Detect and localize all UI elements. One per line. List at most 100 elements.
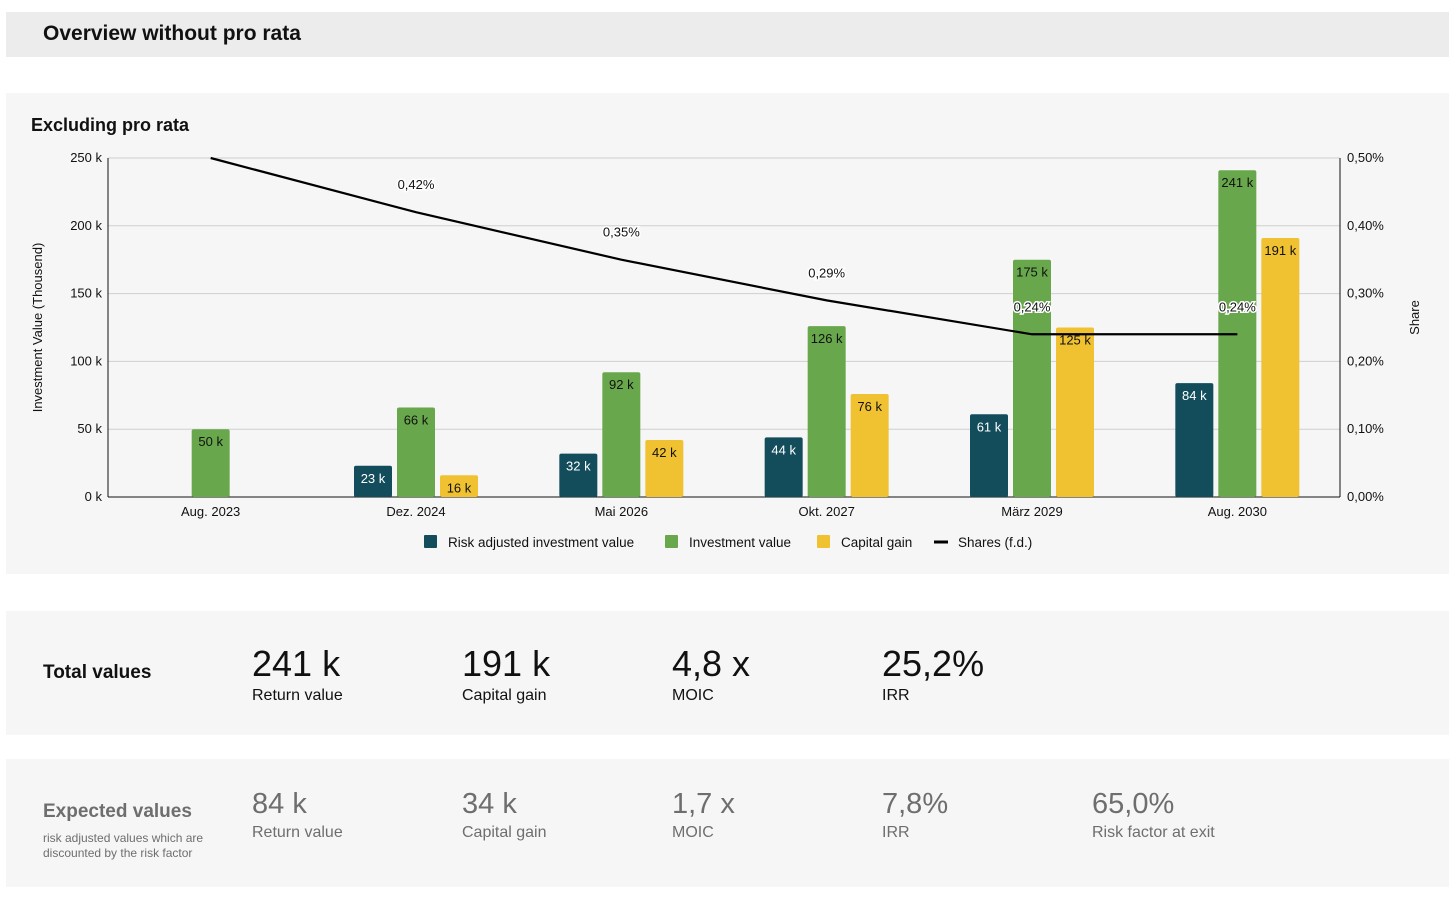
expected-values-panel: Expected values risk adjusted values whi… <box>6 759 1449 887</box>
bar-data-label: 61 k <box>977 419 1002 434</box>
bar-data-label: 23 k <box>361 471 386 486</box>
metric-label: Return value <box>252 824 343 841</box>
page-title: Overview without pro rata <box>43 22 301 45</box>
y-axis-title: Investment Value (Thousend) <box>30 243 45 413</box>
metric-value: 34 k <box>462 788 517 820</box>
bar <box>1013 259 1051 497</box>
bar-data-label: 92 k <box>609 377 634 392</box>
bar-data-label: 76 k <box>857 399 882 414</box>
bar-data-label: 44 k <box>771 442 796 457</box>
shares-line <box>210 156 1238 336</box>
expected-moic-metric: 1,7 x MOIC <box>672 787 735 843</box>
chart: 0 k 50 k 100 k 150 k 200 k 250 k 0,00% 0,10% 0,2… <box>30 150 1422 550</box>
y-axis-tick-label: 250 k <box>70 150 102 165</box>
y-axis-tick-label: 200 k <box>70 218 102 233</box>
metric-value: 241 k <box>252 643 341 684</box>
x-axis-tick-label: Dez. 2024 <box>386 504 445 519</box>
expected-risk-factor-metric: 65,0% Risk factor at exit <box>1092 787 1215 843</box>
x-axis-tick-label: Mai 2026 <box>595 504 648 519</box>
bar <box>970 414 1008 497</box>
total-return-value-metric: 241 k Return value <box>252 644 343 706</box>
page-header: Overview without pro rata <box>6 12 1449 57</box>
metric-value: 191 k <box>462 643 551 684</box>
bar <box>1175 383 1214 497</box>
y2-axis-title: Share <box>1407 300 1422 335</box>
legend-line-swatch <box>934 540 948 544</box>
line-data-label: 0,35% <box>603 225 640 240</box>
total-values-panel: Total values 241 k Return value 191 k Ca… <box>6 611 1449 735</box>
bar <box>397 407 435 497</box>
bar <box>1261 238 1300 497</box>
legend-label: Risk adjusted investment value <box>448 535 634 550</box>
expected-return-value-metric: 84 k Return value <box>252 787 343 843</box>
y-axis-tick-label: 0 k <box>85 489 103 504</box>
bar <box>807 326 846 497</box>
line-data-label: 0,29% <box>808 265 845 280</box>
metric-value: 7,8% <box>882 788 949 820</box>
legend-swatch <box>817 535 830 548</box>
bar <box>850 393 889 497</box>
metric-label: IRR <box>882 687 910 704</box>
legend-swatch <box>665 535 678 548</box>
line-data-label: 0,42% <box>398 177 435 192</box>
y-axis-tick-label: 150 k <box>70 286 102 301</box>
bar <box>1056 327 1094 497</box>
metric-value: 65,0% <box>1092 788 1175 820</box>
expected-values-label: Expected values <box>43 801 192 822</box>
total-values-label: Total values <box>43 662 152 683</box>
metric-value: 1,7 x <box>672 788 735 820</box>
y2-axis-tick-label: 0,00% <box>1347 489 1384 504</box>
metric-label: Return value <box>252 687 343 704</box>
bar-data-label: 16 k <box>447 480 472 495</box>
chart-panel: 0 k 50 k 100 k 150 k 200 k 250 k 0,00% 0,10% 0,2… <box>6 93 1449 574</box>
bar-data-label: 66 k <box>404 413 429 428</box>
metric-label: MOIC <box>672 824 714 841</box>
legend-label: Capital gain <box>841 535 912 550</box>
y-axis-tick-label: 100 k <box>70 353 102 368</box>
chart-title: Excluding pro rata <box>31 115 190 135</box>
y-axis-tick-label: 50 k <box>77 421 102 436</box>
metric-value: 4,8 x <box>672 643 751 684</box>
expected-values-description: risk adjusted values which are discounte… <box>43 831 204 860</box>
expected-irr-metric: 7,8% IRR <box>882 787 948 843</box>
metric-value: 84 k <box>252 788 307 820</box>
bar-data-label: 191 k <box>1264 243 1296 258</box>
bar <box>559 453 598 497</box>
total-moic-metric: 4,8 x MOIC <box>672 644 750 706</box>
bar <box>354 465 392 497</box>
bar <box>645 440 684 497</box>
bar <box>191 429 230 497</box>
metric-value: 25,2% <box>882 643 985 684</box>
line-data-label: 0,24% <box>1219 299 1256 314</box>
bar-data-label: 175 k <box>1016 265 1048 280</box>
bar-data-label: 50 k <box>198 434 223 449</box>
bar-data-label: 32 k <box>566 459 591 474</box>
metric-label: IRR <box>882 824 910 841</box>
total-capital-gain-metric: 191 k Capital gain <box>462 644 550 706</box>
bar-data-label: 125 k <box>1059 333 1091 348</box>
x-axis-tick-label: Aug. 2030 <box>1208 504 1267 519</box>
y2-axis-tick-label: 0,50% <box>1347 150 1384 165</box>
bar-data-label: 84 k <box>1182 388 1207 403</box>
y2-axis-tick-label: 0,40% <box>1347 218 1384 233</box>
expected-capital-gain-metric: 34 k Capital gain <box>462 787 547 843</box>
legend-label: Shares (f.d.) <box>958 535 1032 550</box>
metric-label: Capital gain <box>462 687 547 704</box>
x-axis-tick-label: Okt. 2027 <box>798 504 854 519</box>
y2-axis-tick-label: 0,30% <box>1347 286 1384 301</box>
metric-label: Risk factor at exit <box>1092 824 1215 841</box>
y2-axis-tick-label: 0,10% <box>1347 421 1384 436</box>
bar <box>602 372 641 497</box>
bar-data-label: 241 k <box>1221 175 1253 190</box>
legend-label: Investment value <box>689 535 791 550</box>
bar <box>764 437 803 497</box>
bar-data-label: 126 k <box>811 331 843 346</box>
legend-swatch <box>424 535 437 548</box>
total-irr-metric: 25,2% IRR <box>882 644 984 706</box>
bar-data-label: 42 k <box>652 445 677 460</box>
bar <box>440 475 478 497</box>
y2-axis-tick-label: 0,20% <box>1347 353 1384 368</box>
x-axis-tick-label: März 2029 <box>1001 504 1062 519</box>
metric-label: Capital gain <box>462 824 547 841</box>
x-axis-tick-label: Aug. 2023 <box>181 504 240 519</box>
